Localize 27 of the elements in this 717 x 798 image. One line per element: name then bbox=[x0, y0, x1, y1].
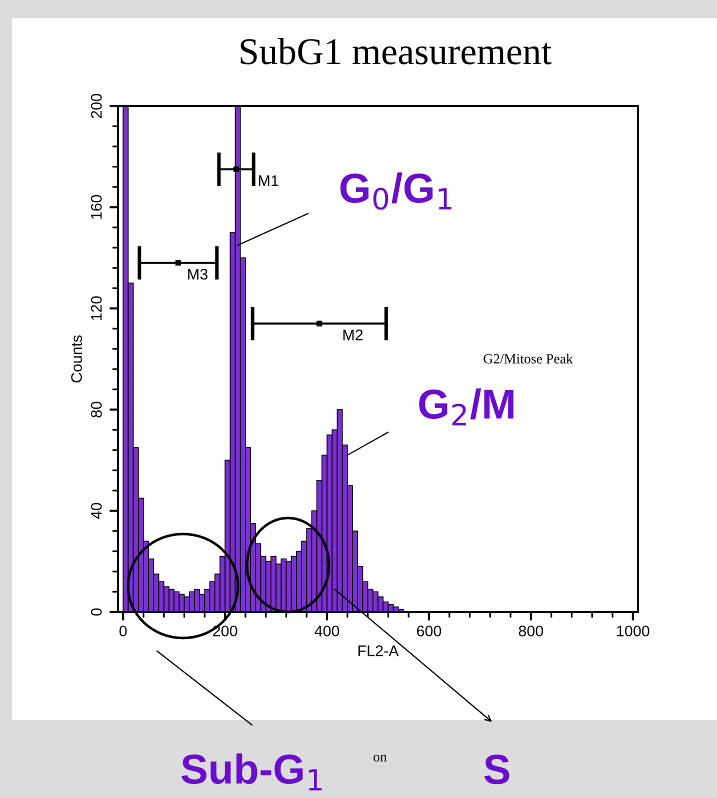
point bbox=[175, 260, 181, 266]
x-axis-title: FL2-A bbox=[358, 645, 399, 656]
point bbox=[233, 166, 240, 172]
series-label: M1 bbox=[259, 175, 278, 186]
y-tick-label: 0 bbox=[90, 608, 102, 616]
x-tick-label: 0 bbox=[119, 626, 127, 636]
text: on bbox=[374, 754, 387, 762]
y-tick-label: 200 bbox=[90, 94, 102, 118]
annotation: G$_{2}$/M bbox=[419, 388, 514, 426]
chart-title: SubG1 measurement bbox=[240, 38, 552, 64]
y-axis-title: Counts bbox=[71, 335, 82, 382]
x-tick-label: 800 bbox=[518, 626, 544, 636]
point bbox=[316, 320, 322, 326]
y-tick-label: 160 bbox=[90, 195, 102, 219]
x-tick-label: 600 bbox=[417, 626, 442, 636]
series-label: M3 bbox=[188, 268, 208, 280]
text: Sub-G$_{1}$ bbox=[181, 753, 322, 790]
x-tick-label: 200 bbox=[213, 626, 238, 636]
annotation: S bbox=[484, 754, 510, 784]
x-tick-label: 1000 bbox=[617, 626, 650, 636]
annotation: G$_{0}$/G$_{1}$ bbox=[340, 172, 452, 210]
y-tick-label: 120 bbox=[90, 296, 102, 320]
y-tick-label: 80 bbox=[90, 402, 102, 418]
series-label: M2 bbox=[343, 330, 363, 340]
annotation: G2/Mitose Peak bbox=[484, 354, 573, 364]
y-tick-label: 40 bbox=[90, 502, 102, 519]
x-tick-label: 400 bbox=[314, 626, 340, 636]
